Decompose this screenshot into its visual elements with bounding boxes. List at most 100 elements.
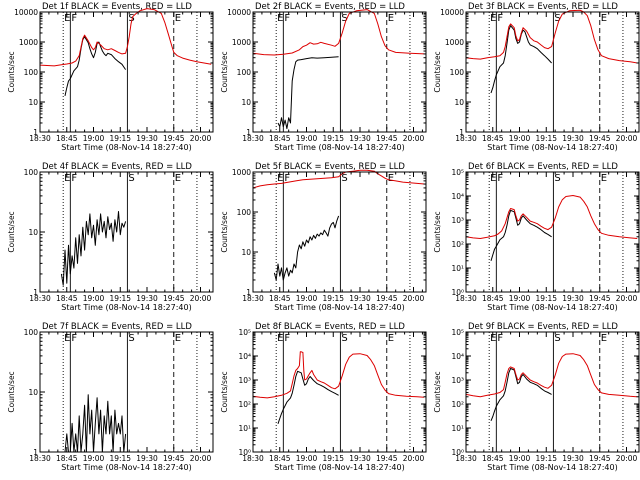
y-tick-label: 10² [238, 400, 251, 409]
y-tick-label: 1 [33, 288, 38, 297]
panel-title: Det 1f BLACK = Events, RED = LLD [42, 2, 192, 12]
series-lld [252, 9, 425, 56]
x-tick-label: 19:00 [509, 134, 531, 143]
y-tick-label: 10³ [451, 216, 464, 225]
marker-label: S [128, 13, 134, 24]
marker-label: E [601, 13, 607, 24]
y-tick-label: 1 [246, 128, 251, 137]
marker-label: E [388, 173, 394, 184]
x-tick-label: 18:30 [242, 134, 264, 143]
y-tick-label: 10 [28, 98, 38, 107]
x-tick-label: 19:00 [296, 134, 318, 143]
panel-title: Det 8f BLACK = Events, RED = LLD [255, 322, 405, 332]
x-tick-label: 20:00 [190, 134, 212, 143]
y-tick-label: 10⁵ [451, 328, 464, 337]
x-tick-label: 19:45 [163, 134, 185, 143]
series-lld [465, 353, 638, 398]
x-tick-label: 18:30 [455, 294, 477, 303]
y-tick-label: 1000 [232, 168, 251, 177]
marker-label: E [277, 333, 283, 344]
series-lld [465, 9, 638, 64]
x-tick-label: 18:30 [455, 134, 477, 143]
x-axis-label: Start Time (08-Nov-14 18:27:40) [61, 463, 191, 472]
marker-label: E [601, 333, 607, 344]
y-tick-label: 10000 [227, 8, 251, 17]
x-tick-label: 18:45 [482, 134, 504, 143]
x-tick-label: 18:45 [56, 294, 78, 303]
y-tick-label: 1 [33, 448, 38, 457]
marker-label: F [497, 13, 503, 24]
marker-label: E [175, 173, 181, 184]
x-axis-label: Start Time (08-Nov-14 18:27:40) [487, 143, 617, 152]
marker-label: S [554, 333, 560, 344]
x-tick-label: 20:00 [403, 134, 425, 143]
y-axis-label: Counts/sec [220, 51, 229, 92]
y-tick-label: 10⁰ [451, 288, 464, 297]
x-axis-label: Start Time (08-Nov-14 18:27:40) [487, 463, 617, 472]
marker-label: E [277, 13, 283, 24]
x-tick-label: 19:30 [562, 294, 584, 303]
y-tick-label: 10⁴ [451, 192, 464, 201]
y-axis-label: Counts/sec [220, 211, 229, 252]
x-tick-label: 19:45 [589, 134, 611, 143]
y-tick-label: 10² [451, 240, 464, 249]
x-axis-label: Start Time (08-Nov-14 18:27:40) [61, 143, 191, 152]
x-tick-label: 19:45 [376, 294, 398, 303]
marker-label: F [284, 13, 290, 24]
x-tick-label: 19:15 [535, 134, 557, 143]
y-tick-label: 10⁴ [451, 352, 464, 361]
x-tick-label: 18:45 [482, 454, 504, 463]
y-tick-label: 10⁰ [238, 448, 251, 457]
series-events [490, 25, 552, 94]
x-tick-label: 19:15 [109, 134, 131, 143]
y-tick-label: 100 [24, 168, 39, 177]
marker-label: E [64, 173, 70, 184]
series-lld [465, 195, 638, 239]
panel-title: Det 6f BLACK = Events, RED = LLD [468, 162, 618, 172]
y-tick-label: 10² [451, 400, 464, 409]
x-tick-label: 19:00 [83, 454, 105, 463]
series-events [490, 209, 552, 261]
x-tick-label: 20:00 [403, 294, 425, 303]
y-tick-label: 10⁵ [451, 168, 464, 177]
x-tick-label: 19:45 [376, 454, 398, 463]
marker-label: E [64, 13, 70, 24]
x-tick-label: 18:30 [455, 454, 477, 463]
marker-label: F [71, 173, 77, 184]
x-tick-label: 19:15 [109, 454, 131, 463]
marker-label: S [554, 173, 560, 184]
plot-frame [465, 11, 640, 133]
x-axis-label: Start Time (08-Nov-14 18:27:40) [274, 463, 404, 472]
x-tick-label: 18:45 [482, 294, 504, 303]
plot-frame [465, 331, 640, 453]
x-tick-label: 18:45 [56, 134, 78, 143]
panel-title: Det 5f BLACK = Events, RED = LLD [255, 162, 405, 172]
marker-label: E [64, 333, 70, 344]
x-tick-label: 20:00 [616, 294, 638, 303]
y-tick-label: 10 [28, 388, 38, 397]
x-tick-label: 19:45 [589, 294, 611, 303]
y-tick-label: 10 [241, 98, 251, 107]
y-tick-label: 1 [33, 128, 38, 137]
x-tick-label: 18:30 [29, 294, 51, 303]
y-tick-label: 10000 [440, 8, 464, 17]
y-tick-label: 100 [237, 68, 252, 77]
x-tick-label: 19:00 [83, 294, 105, 303]
panel-title: Det 2f BLACK = Events, RED = LLD [255, 2, 405, 12]
series-events [64, 394, 127, 453]
series-events [490, 368, 552, 421]
x-axis-label: Start Time (08-Nov-14 18:27:40) [61, 303, 191, 312]
marker-label: S [128, 333, 134, 344]
y-tick-label: 10¹ [238, 424, 251, 433]
plot-frame [252, 11, 427, 133]
series-events [277, 56, 339, 130]
x-tick-label: 19:30 [136, 134, 158, 143]
x-tick-label: 18:30 [242, 454, 264, 463]
x-tick-label: 20:00 [616, 454, 638, 463]
